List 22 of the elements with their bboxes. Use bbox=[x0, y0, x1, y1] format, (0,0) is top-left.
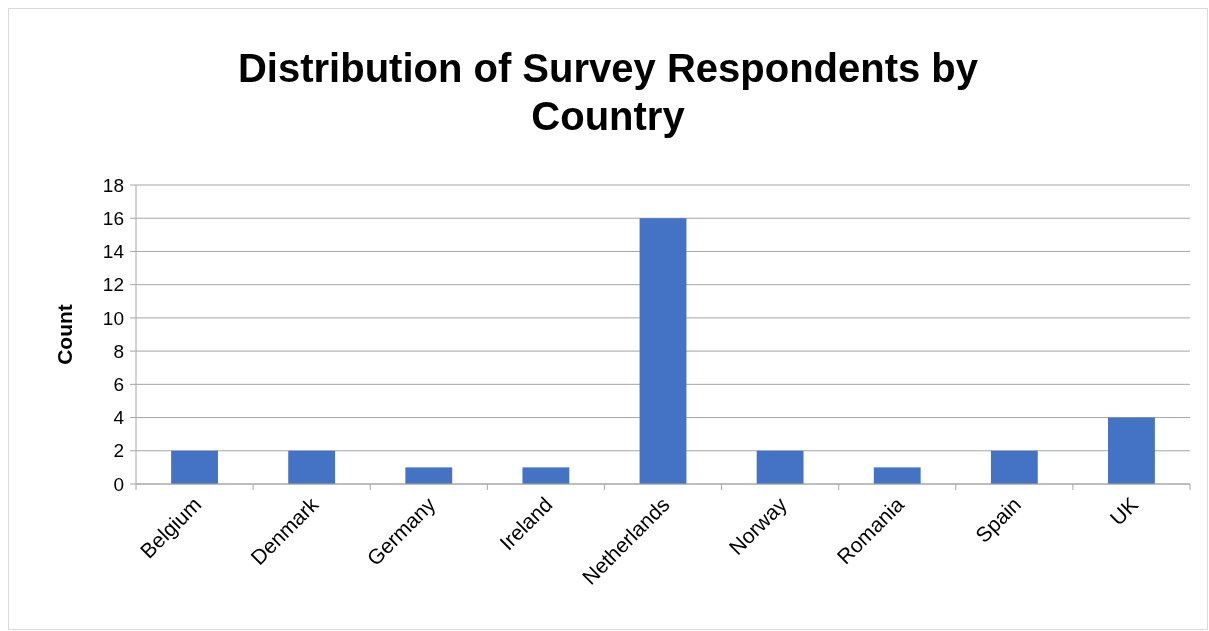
y-tick-label: 14 bbox=[102, 241, 125, 263]
y-tick-label: 6 bbox=[113, 373, 124, 395]
x-tick-label: UK bbox=[1105, 492, 1143, 530]
y-tick-label: 0 bbox=[113, 473, 124, 495]
y-tick-label: 2 bbox=[113, 440, 124, 462]
bar bbox=[405, 467, 453, 484]
chart-title: Distribution of Survey Respondents by Country bbox=[237, 46, 979, 138]
y-tick-label: 10 bbox=[102, 307, 124, 329]
y-tick-label: 8 bbox=[113, 340, 124, 362]
bar bbox=[990, 450, 1038, 484]
bar bbox=[522, 467, 570, 484]
y-tick-label: 18 bbox=[102, 174, 124, 196]
y-tick-label: 4 bbox=[113, 407, 125, 429]
bar bbox=[873, 467, 921, 484]
bar bbox=[1108, 417, 1155, 484]
y-tick-label: 16 bbox=[102, 207, 124, 229]
y-axis-title: Count bbox=[53, 304, 76, 365]
bar bbox=[756, 450, 804, 484]
bar bbox=[171, 450, 218, 484]
y-tick-label: 12 bbox=[102, 274, 124, 296]
bar bbox=[639, 218, 687, 484]
bar bbox=[288, 450, 336, 484]
